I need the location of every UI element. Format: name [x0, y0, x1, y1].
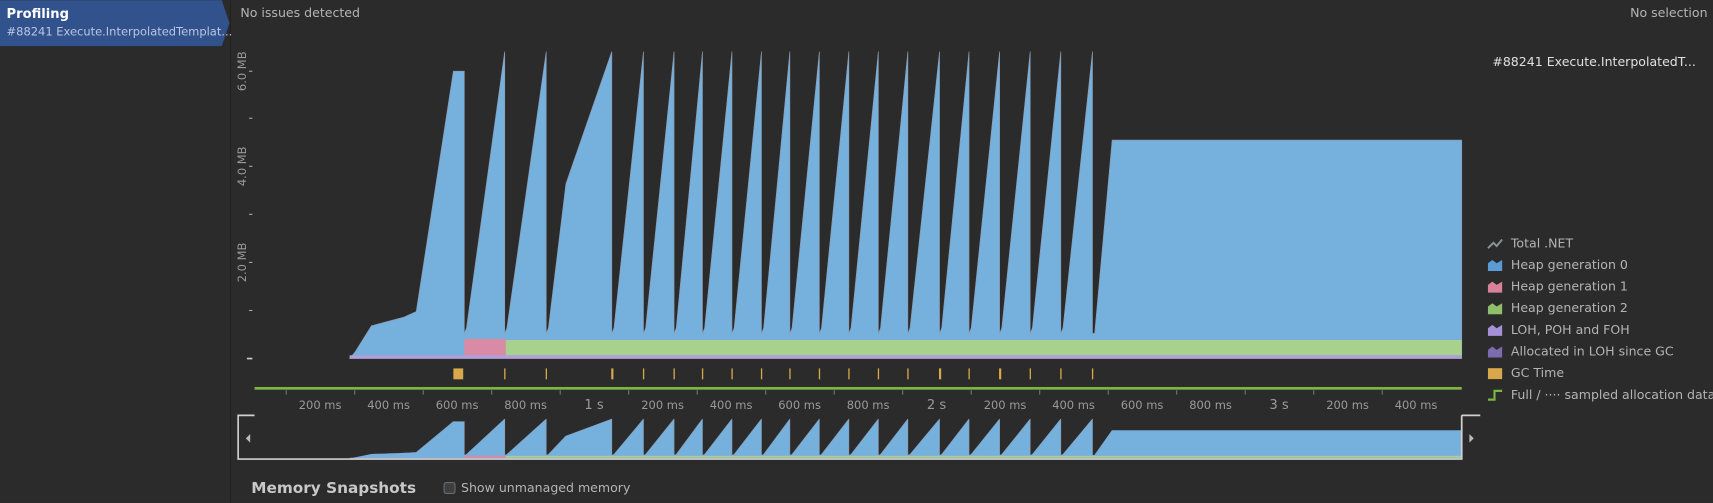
time-label: 200 ms [299, 398, 342, 412]
y-axis-label: 2.0 MB [235, 242, 249, 282]
gc-marker [999, 368, 1002, 380]
legend-icon [1487, 281, 1503, 293]
legend-label: Heap generation 1 [1511, 279, 1628, 294]
gc-marker [1060, 368, 1062, 380]
sidebar-title: Profiling [7, 7, 69, 22]
legend-label: Total .NET [1510, 235, 1574, 250]
details-title: #88241 Execute.InterpolatedT... [1492, 54, 1696, 69]
selection-status: No selection [1630, 5, 1707, 20]
legend-label: Allocated in LOH since GC [1511, 344, 1674, 359]
gc-marker [1029, 368, 1031, 380]
gc-marker [968, 368, 970, 380]
heap-gen0-area [348, 51, 1463, 359]
gc-marker [818, 368, 821, 380]
y-axis-label: 6.0 MB [235, 51, 249, 91]
scroll-right[interactable] [1469, 433, 1474, 443]
gc-marker [673, 368, 675, 380]
allocation-line [254, 386, 1462, 390]
legend-icon [1487, 389, 1503, 401]
gc-marker [504, 368, 506, 380]
legend-label: GC Time [1511, 365, 1564, 380]
time-label: 2 s [927, 398, 946, 413]
gc-marker [1091, 368, 1094, 380]
time-label: 800 ms [504, 398, 547, 412]
legend-icon [1487, 368, 1503, 380]
heap-gen1-area [464, 338, 506, 356]
overview-chart [348, 418, 1463, 459]
heap-gen0-area [348, 418, 1463, 459]
gc-marker [938, 368, 942, 380]
legend-label: Heap generation 0 [1511, 257, 1628, 272]
gc-marker [877, 368, 880, 380]
time-label: 600 ms [778, 398, 821, 412]
legend-icon [1487, 324, 1503, 336]
gc-marker [848, 368, 850, 380]
time-label: 1 s [584, 398, 603, 413]
gc-marker [907, 368, 909, 380]
gc-marker [453, 368, 464, 380]
sidebar-item[interactable] [0, 0, 230, 47]
heap-gen2-area [505, 455, 1462, 458]
time-label: 400 ms [1395, 398, 1438, 412]
heap-gen2-area [505, 339, 1462, 356]
loh-area [349, 355, 1462, 359]
gc-marker [789, 368, 791, 380]
time-label: 200 ms [641, 398, 684, 412]
time-label: 600 ms [1121, 398, 1164, 412]
legend-icon [1487, 238, 1503, 249]
legend: Total .NET Heap generation 0 Heap generati… [1487, 235, 1713, 402]
time-label: 400 ms [710, 398, 753, 412]
gc-marker [642, 368, 645, 380]
y-axis-label: 4.0 MB [235, 146, 249, 186]
time-label: 800 ms [1189, 398, 1232, 412]
time-label: 200 ms [1326, 398, 1369, 412]
sidebar [0, 0, 231, 503]
time-label: 400 ms [367, 398, 410, 412]
scroll-left[interactable] [245, 433, 251, 443]
gc-marker [731, 368, 733, 380]
time-label: 600 ms [436, 398, 479, 412]
time-label: 200 ms [984, 398, 1027, 412]
legend-label: LOH, POH and FOH [1511, 322, 1630, 337]
time-label: 400 ms [1052, 398, 1095, 412]
heap-gen1-area [464, 455, 506, 458]
gc-marker [545, 368, 548, 380]
legend-icon [1487, 260, 1503, 271]
gc-marker [611, 368, 614, 380]
issues-status: No issues detected [240, 5, 360, 20]
unmanaged-checkbox[interactable] [443, 482, 456, 495]
sidebar-subtitle: #88241 Execute.InterpolatedTemplat... [7, 24, 233, 38]
legend-icon [1487, 346, 1503, 358]
legend-label: Heap generation 2 [1511, 300, 1628, 315]
legend-icon [1487, 303, 1503, 315]
legend-label: Full / ···· sampled allocation data [1511, 387, 1713, 402]
snapshots-title: Memory Snapshots [251, 479, 416, 497]
overview-shape [348, 418, 1463, 459]
gc-marker [760, 368, 763, 380]
memory-chart: 6.0 MB 4.0 MB 2.0 MB 200 ms 400 ms 600 ms 800 … [235, 51, 1463, 413]
unmanaged-checkbox-label[interactable]: Show unmanaged memory [461, 480, 631, 495]
time-label: 3 s [1269, 398, 1288, 413]
time-label: 800 ms [847, 398, 890, 412]
gc-marker [701, 368, 704, 380]
